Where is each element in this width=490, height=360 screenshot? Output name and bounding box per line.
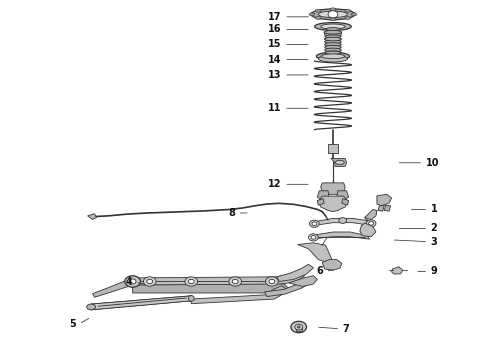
- Circle shape: [188, 279, 194, 284]
- Ellipse shape: [325, 48, 341, 52]
- Polygon shape: [322, 260, 342, 270]
- Circle shape: [125, 276, 141, 287]
- Circle shape: [368, 222, 373, 225]
- Ellipse shape: [330, 8, 336, 11]
- Polygon shape: [298, 243, 332, 262]
- Ellipse shape: [325, 45, 341, 49]
- Polygon shape: [392, 267, 403, 274]
- Polygon shape: [191, 286, 287, 304]
- Text: 3: 3: [431, 237, 438, 247]
- Polygon shape: [318, 191, 329, 200]
- Polygon shape: [365, 210, 377, 220]
- Text: 2: 2: [431, 224, 438, 233]
- Polygon shape: [360, 223, 376, 237]
- Circle shape: [147, 279, 153, 284]
- Ellipse shape: [87, 304, 96, 310]
- Ellipse shape: [321, 54, 344, 59]
- Polygon shape: [277, 264, 314, 282]
- Text: 1: 1: [431, 204, 438, 215]
- Polygon shape: [311, 232, 369, 239]
- Text: 6: 6: [317, 266, 323, 276]
- Polygon shape: [331, 158, 346, 166]
- Ellipse shape: [309, 13, 315, 16]
- Ellipse shape: [351, 13, 357, 16]
- Circle shape: [339, 218, 346, 224]
- Ellipse shape: [321, 24, 345, 29]
- Circle shape: [309, 234, 318, 241]
- Ellipse shape: [345, 17, 351, 19]
- Polygon shape: [91, 296, 191, 310]
- Ellipse shape: [326, 28, 340, 31]
- Ellipse shape: [315, 23, 351, 31]
- Circle shape: [266, 277, 278, 286]
- Polygon shape: [318, 196, 347, 212]
- Text: 10: 10: [426, 158, 440, 168]
- Ellipse shape: [188, 296, 194, 301]
- Ellipse shape: [317, 52, 349, 60]
- Ellipse shape: [325, 35, 341, 38]
- Ellipse shape: [345, 9, 351, 12]
- Polygon shape: [133, 271, 305, 285]
- Circle shape: [312, 222, 317, 226]
- Polygon shape: [377, 194, 392, 206]
- Circle shape: [185, 277, 197, 286]
- Polygon shape: [325, 39, 341, 53]
- Text: 14: 14: [268, 54, 282, 64]
- Ellipse shape: [318, 55, 347, 62]
- Ellipse shape: [325, 51, 341, 54]
- Text: 4: 4: [126, 277, 133, 287]
- Polygon shape: [296, 327, 302, 331]
- Circle shape: [297, 326, 300, 328]
- Circle shape: [129, 279, 136, 284]
- Circle shape: [291, 321, 307, 333]
- Ellipse shape: [315, 17, 321, 19]
- Ellipse shape: [311, 9, 355, 20]
- Ellipse shape: [325, 51, 341, 54]
- Text: 16: 16: [268, 24, 282, 35]
- Circle shape: [269, 279, 275, 284]
- Text: 17: 17: [268, 12, 282, 22]
- Text: 8: 8: [228, 208, 235, 218]
- Polygon shape: [314, 219, 372, 226]
- Circle shape: [311, 235, 316, 239]
- Polygon shape: [378, 205, 384, 211]
- Polygon shape: [384, 205, 391, 211]
- Circle shape: [328, 11, 338, 18]
- Polygon shape: [342, 199, 348, 205]
- Ellipse shape: [324, 31, 342, 34]
- Text: 7: 7: [343, 324, 349, 334]
- Circle shape: [310, 220, 319, 227]
- Polygon shape: [337, 191, 348, 200]
- Circle shape: [366, 220, 376, 227]
- Ellipse shape: [315, 9, 321, 12]
- Polygon shape: [133, 284, 289, 293]
- Polygon shape: [328, 144, 338, 153]
- Circle shape: [232, 279, 238, 284]
- Circle shape: [229, 277, 242, 286]
- Circle shape: [144, 277, 156, 286]
- Text: 5: 5: [70, 319, 76, 329]
- Ellipse shape: [335, 160, 344, 165]
- Ellipse shape: [325, 40, 341, 44]
- Polygon shape: [289, 276, 318, 287]
- Polygon shape: [318, 199, 324, 205]
- Text: 9: 9: [431, 266, 438, 276]
- Polygon shape: [321, 183, 345, 194]
- Circle shape: [295, 324, 303, 330]
- Polygon shape: [88, 214, 97, 220]
- Ellipse shape: [330, 18, 336, 21]
- Ellipse shape: [325, 37, 341, 41]
- Text: 15: 15: [268, 40, 282, 49]
- Ellipse shape: [325, 43, 341, 46]
- Text: 11: 11: [268, 103, 282, 113]
- Polygon shape: [324, 32, 342, 37]
- Polygon shape: [93, 278, 133, 297]
- Text: 12: 12: [268, 179, 282, 189]
- Ellipse shape: [318, 11, 347, 18]
- Ellipse shape: [325, 37, 341, 41]
- Polygon shape: [265, 280, 308, 297]
- Text: 13: 13: [268, 70, 282, 80]
